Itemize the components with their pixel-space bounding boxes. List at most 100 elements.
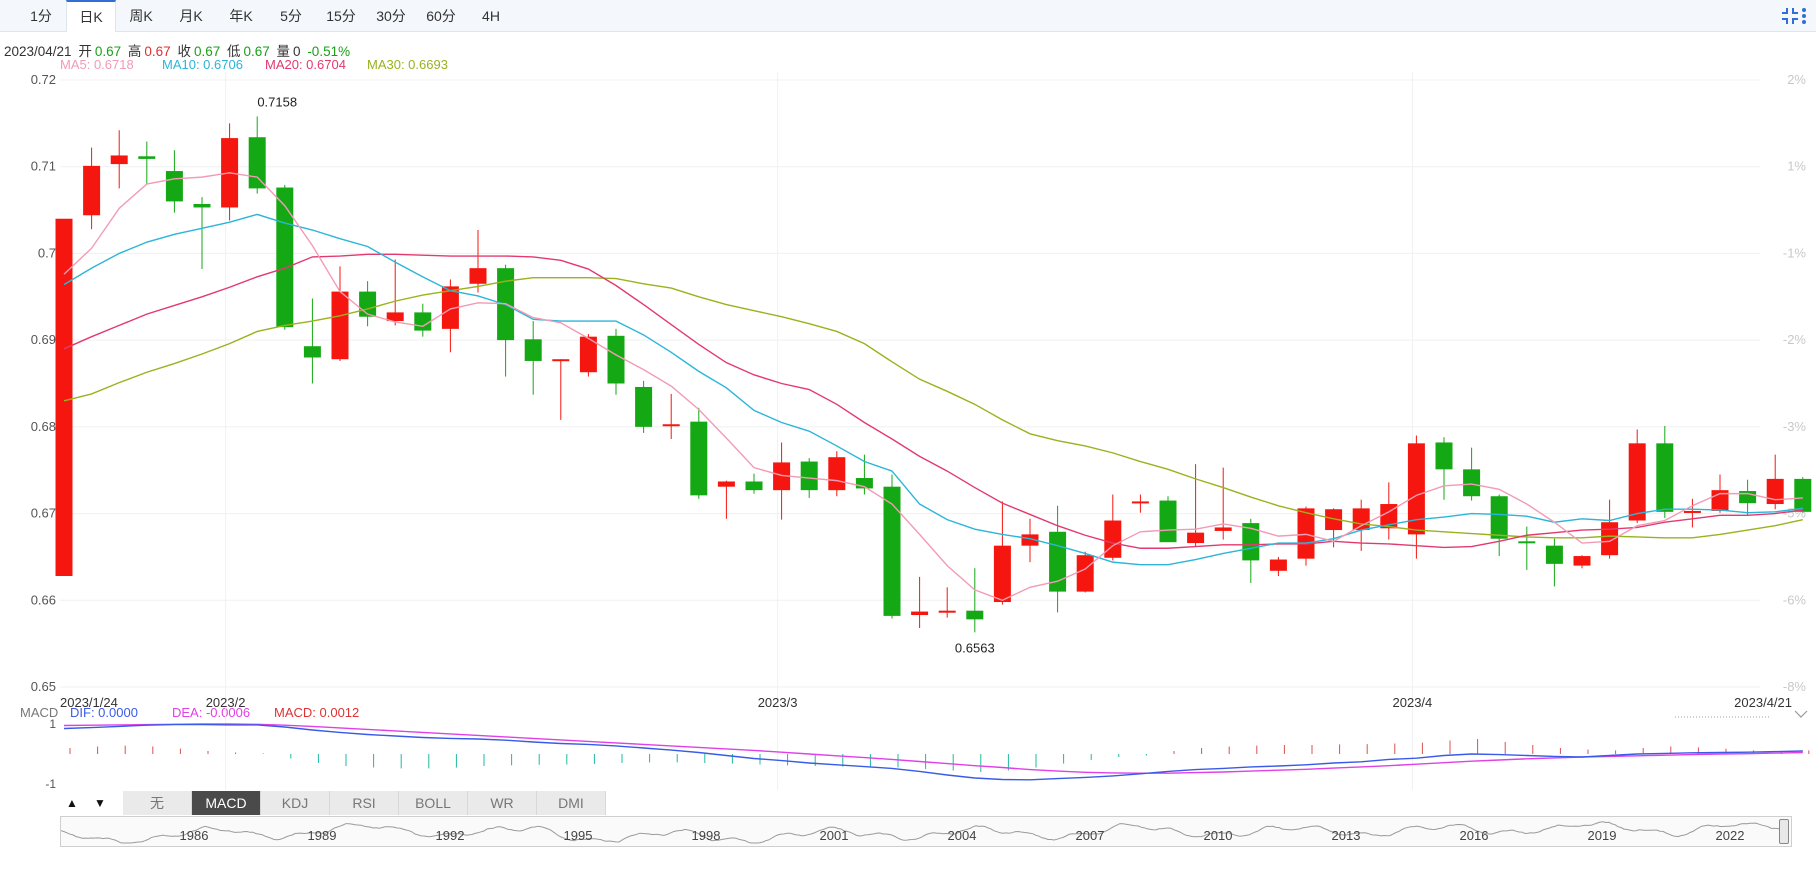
indicator-tab-boll[interactable]: BOLL bbox=[399, 791, 468, 815]
navigator-range-handle[interactable] bbox=[1779, 819, 1789, 844]
candle-body bbox=[1546, 546, 1563, 564]
candle-body bbox=[414, 312, 431, 330]
candle-body bbox=[1132, 501, 1149, 503]
y-tick-label: 0.7 bbox=[38, 245, 56, 260]
pct-tick-label: -1% bbox=[1783, 245, 1807, 260]
navigator-year-label: 2022 bbox=[1716, 828, 1745, 843]
candle-body bbox=[552, 359, 569, 361]
candle-body bbox=[1574, 556, 1591, 566]
candle-body bbox=[83, 166, 100, 215]
x-axis-label: 2023/2 bbox=[206, 695, 246, 710]
candle-body bbox=[276, 188, 293, 328]
candle-body bbox=[1794, 479, 1811, 512]
x-axis-label: 2023/4/21 bbox=[1734, 695, 1792, 710]
indicator-tab-无[interactable]: 无 bbox=[123, 791, 192, 815]
indicator-tab-kdj[interactable]: KDJ bbox=[261, 791, 330, 815]
navigator-year-label: 1995 bbox=[564, 828, 593, 843]
navigator-year-label: 2016 bbox=[1460, 828, 1489, 843]
candle-body bbox=[1298, 508, 1315, 558]
navigator-year-label: 1992 bbox=[436, 828, 465, 843]
x-axis-label: 2023/1/24 bbox=[60, 695, 118, 710]
indicator-tab-rsi[interactable]: RSI bbox=[330, 791, 399, 815]
navigator-year-label: 2019 bbox=[1588, 828, 1617, 843]
indicator-tab-macd[interactable]: MACD bbox=[192, 791, 261, 815]
ma30-line bbox=[64, 278, 1803, 538]
navigator-year-label: 2004 bbox=[948, 828, 977, 843]
pct-tick-label: -2% bbox=[1783, 332, 1807, 347]
candle-body bbox=[194, 204, 211, 207]
candle-body bbox=[1684, 511, 1701, 513]
ma20-line bbox=[64, 254, 1803, 548]
candle-body bbox=[249, 137, 266, 188]
candle-body bbox=[1656, 443, 1673, 512]
candle-body bbox=[1077, 555, 1094, 591]
candle-body bbox=[994, 546, 1011, 602]
candle-body bbox=[663, 424, 680, 426]
candle-body bbox=[690, 422, 707, 496]
candle-body bbox=[332, 292, 349, 360]
candle-body bbox=[1436, 442, 1453, 469]
price-annotation: 0.6563 bbox=[955, 640, 995, 655]
candle-body bbox=[746, 481, 763, 490]
y-tick-label: 0.71 bbox=[31, 159, 56, 174]
candle-body bbox=[470, 268, 487, 284]
y-tick-label: 0.66 bbox=[31, 592, 56, 607]
candle-body bbox=[608, 336, 625, 384]
ma5-line bbox=[64, 173, 1803, 601]
scroll-down-button[interactable]: ▼ bbox=[88, 791, 112, 815]
navigator-year-label: 2007 bbox=[1076, 828, 1105, 843]
navigator-year-label: 2013 bbox=[1332, 828, 1361, 843]
candle-body bbox=[718, 481, 735, 486]
time-navigator[interactable]: 1986 1989 1992 1995 1998 2001 2004 2007 2010 2013… bbox=[60, 816, 1792, 847]
candle-body bbox=[1518, 541, 1535, 543]
pct-tick-label: -3% bbox=[1783, 419, 1807, 434]
x-axis-label: 2023/3 bbox=[758, 695, 798, 710]
dif-line bbox=[64, 725, 1803, 780]
candle-body bbox=[1270, 560, 1287, 571]
pct-tick-label: -6% bbox=[1783, 592, 1807, 607]
candle-body bbox=[1629, 443, 1646, 520]
candle-body bbox=[304, 346, 321, 357]
candle-body bbox=[138, 156, 155, 159]
macd-tick-label: -1 bbox=[45, 777, 56, 791]
candle-body bbox=[1160, 501, 1177, 543]
candle-body bbox=[801, 462, 818, 491]
indicator-tab-dmi[interactable]: DMI bbox=[537, 791, 606, 815]
scroll-up-button[interactable]: ▲ bbox=[60, 791, 84, 815]
y-tick-label: 0.67 bbox=[31, 506, 56, 521]
navigator-year-label: 1998 bbox=[692, 828, 721, 843]
candle-body bbox=[635, 387, 652, 427]
navigator-year-label: 2010 bbox=[1204, 828, 1233, 843]
candle-body bbox=[166, 171, 183, 201]
macd-tick-label: 1 bbox=[49, 717, 56, 731]
candle-body bbox=[56, 219, 73, 576]
candle-body bbox=[911, 612, 928, 615]
candle-body bbox=[1215, 527, 1232, 530]
y-tick-label: 0.72 bbox=[31, 72, 56, 87]
y-tick-label: 0.68 bbox=[31, 419, 56, 434]
candle-body bbox=[966, 611, 983, 620]
candle-body bbox=[1187, 533, 1204, 543]
navigator-year-label: 1989 bbox=[308, 828, 337, 843]
candle-body bbox=[1463, 469, 1480, 496]
pct-tick-label: -8% bbox=[1783, 679, 1807, 694]
candle-body bbox=[111, 155, 128, 164]
indicator-tab-wr[interactable]: WR bbox=[468, 791, 537, 815]
pct-tick-label: 1% bbox=[1787, 159, 1806, 174]
candle-body bbox=[1353, 508, 1370, 530]
candle-body bbox=[1491, 496, 1508, 538]
candle-body bbox=[1104, 521, 1121, 558]
candle-body bbox=[525, 339, 542, 361]
price-annotation: 0.7158 bbox=[257, 94, 297, 109]
candle-body bbox=[939, 611, 956, 613]
candle-body bbox=[828, 457, 845, 490]
y-tick-label: 0.69 bbox=[31, 332, 56, 347]
pct-tick-label: 2% bbox=[1787, 72, 1806, 87]
candle-body bbox=[884, 487, 901, 616]
collapse-chevron-icon bbox=[1795, 711, 1807, 717]
y-tick-label: 0.65 bbox=[31, 679, 56, 694]
x-axis-label: 2023/4 bbox=[1393, 695, 1433, 710]
candle-body bbox=[1739, 491, 1756, 503]
navigator-year-label: 1986 bbox=[180, 828, 209, 843]
